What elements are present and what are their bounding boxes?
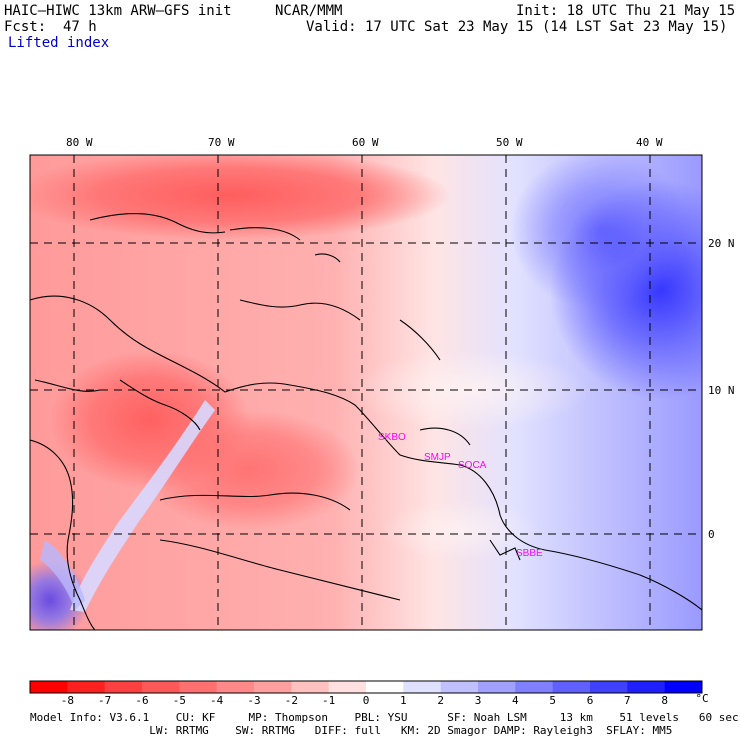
colorbar-swatch (291, 681, 330, 693)
map-frame (29, 154, 703, 631)
colorbar-swatch (30, 681, 68, 693)
colorbar-tick-label: -7 (98, 694, 112, 707)
colorbar-swatch (627, 681, 666, 693)
station-label: SKBO (378, 432, 406, 443)
colorbar-frame (29, 680, 703, 694)
colorbar-tick-label: 0 (362, 694, 370, 707)
colorbar-swatch (104, 681, 143, 693)
lon-label: 80 W (66, 136, 93, 149)
model-title: HAIC–HIWC 13km ARW–GFS init (4, 3, 232, 19)
field-name: Lifted index (8, 35, 110, 51)
colorbar-swatch (552, 681, 591, 693)
colorbar-swatch (67, 681, 106, 693)
colorbar-swatch (515, 681, 554, 693)
colorbar-tick-label: -3 (247, 694, 261, 707)
station-label: SOCA (458, 460, 487, 471)
lon-label: 50 W (496, 136, 523, 149)
org-label: NCAR/MMM (275, 3, 343, 19)
lat-label: 10 N (708, 384, 735, 397)
colorbar-swatch (403, 681, 442, 693)
colorbar-tick-label: -5 (172, 694, 186, 707)
colorbar-tick-label: 4 (512, 694, 519, 707)
colorbar-tick-label: 8 (661, 694, 668, 707)
colorbar-swatch (366, 681, 404, 693)
colorbar-tick-label: 6 (586, 694, 594, 707)
colorbar-swatch (254, 681, 292, 693)
lon-label: 70 W (208, 136, 235, 149)
colorbar-swatch (179, 681, 218, 693)
colorbar-swatch (440, 681, 479, 693)
coastline-contours (30, 212, 702, 630)
forecast-hour: Fcst: 47 h (4, 19, 97, 35)
lat-label: 0 (708, 528, 715, 541)
model-info-line2: LW: RRTMG SW: RRTMG DIFF: full KM: 2D Sm… (30, 724, 673, 737)
station-label: SMJP (424, 452, 451, 463)
colorbar-tick-label: -1 (322, 694, 336, 707)
colorbar-tick-label: -4 (210, 694, 224, 707)
colorbar-tick-label: -2 (284, 694, 298, 707)
colorbar-tick-label: 5 (549, 694, 556, 707)
colorbar-tick-label: 2 (437, 694, 444, 707)
colorbar-swatch (664, 681, 703, 693)
colorbar (29, 680, 703, 694)
colorbar-swatch (216, 681, 255, 693)
graticule (30, 155, 702, 630)
colorbar-tick-label: 7 (624, 694, 631, 707)
colorbar-swatch (478, 681, 516, 693)
colorbar-tick-label: -8 (60, 694, 74, 707)
colorbar-unit: °C (695, 692, 709, 705)
colorbar-swatch (142, 681, 180, 693)
valid-time: Valid: 17 UTC Sat 23 May 15 (14 LST Sat … (306, 19, 728, 35)
colorbar-swatch (328, 681, 367, 693)
colorbar-tick-label: 1 (400, 694, 407, 707)
model-info-line1: Model Info: V3.6.1 CU: KF MP: Thompson P… (30, 711, 739, 724)
lon-label: 40 W (636, 136, 663, 149)
lat-label: 20 N (708, 237, 735, 250)
colorbar-swatch (590, 681, 628, 693)
colorbar-tick-label: -6 (135, 694, 149, 707)
station-label: SBBE (516, 548, 543, 559)
colorbar-tick-label: 3 (474, 694, 482, 707)
init-time: Init: 18 UTC Thu 21 May 15 (516, 3, 736, 19)
lon-label: 60 W (352, 136, 379, 149)
